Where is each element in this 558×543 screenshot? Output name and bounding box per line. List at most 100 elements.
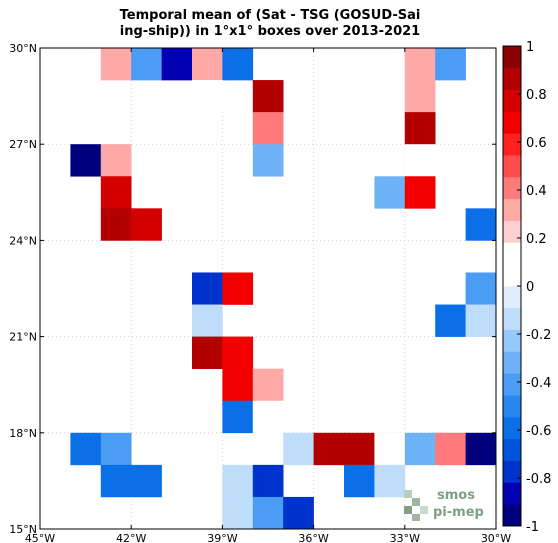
heatmap-cell [100, 144, 132, 177]
y-tick-label: 15°N [9, 523, 37, 536]
colorbar-segment [503, 373, 521, 396]
heatmap-cell [252, 144, 284, 177]
heatmap-cell [313, 432, 345, 466]
heatmap-cell [222, 400, 254, 434]
heatmap-cell [70, 144, 102, 177]
heatmap-cell [252, 464, 284, 498]
heatmap-cell [100, 208, 132, 241]
logo-text-line-2: pi-mep [433, 505, 484, 520]
heatmap-cells [70, 48, 497, 530]
y-tick-label: 21°N [9, 331, 37, 344]
colorbar-segment [503, 307, 521, 331]
heatmap-cell [252, 400, 284, 434]
colorbar-segment [503, 155, 521, 178]
heatmap-cell [283, 432, 314, 466]
axis-ticks: 45°W 42°W 39°W 36°W 33°W 30°W 15°N 18°N 21°N 24°N… [9, 42, 511, 543]
colorbar-segment [503, 438, 521, 461]
colorbar-segment [503, 351, 521, 374]
colorbar-segment [503, 416, 521, 440]
x-tick-label: 42°W [116, 532, 146, 543]
x-tick-label: 33°W [390, 532, 420, 543]
heatmap-cell [404, 144, 436, 177]
colorbar-tick-label: -1 [526, 520, 539, 535]
heatmap-cell [465, 208, 497, 241]
heatmap-cell [100, 432, 132, 466]
heatmap-cell [344, 464, 375, 498]
x-tick-label: 36°W [298, 532, 328, 543]
logo-text-line-1: smos [437, 488, 475, 503]
heatmap-cell [435, 432, 466, 466]
heatmap-cell [192, 48, 223, 81]
colorbar-segment [503, 395, 521, 418]
colorbar-tick-label: -0.4 [526, 376, 551, 391]
colorbar-segment [503, 133, 521, 156]
colorbar: 1 0.8 0.6 0.4 0.2 0 -0.2 -0.4 -0.6 -0.8 -1 [502, 40, 551, 535]
heatmap-cell [435, 304, 466, 337]
heatmap-cell [131, 464, 162, 498]
heatmap-cell [192, 304, 223, 337]
colorbar-tick-label: 0.8 [526, 88, 547, 103]
heatmap-cell [404, 432, 436, 466]
colorbar-segment [503, 89, 521, 112]
colorbar-segment [503, 460, 521, 483]
colorbar-segment [503, 67, 521, 91]
colorbar-segment [503, 329, 521, 352]
heatmap-cell [252, 368, 284, 402]
heatmap-cell [252, 80, 284, 113]
colorbar-segment [503, 242, 521, 265]
heatmap-cell [344, 432, 375, 466]
heatmap-cell [404, 176, 436, 209]
x-tick-label: 39°W [207, 532, 237, 543]
heatmap-cell [222, 272, 254, 305]
heatmap-cell [70, 432, 102, 466]
heatmap-cell [100, 48, 132, 81]
heatmap-cell [252, 496, 284, 530]
heatmap-cell [465, 304, 497, 337]
colorbar-segment [503, 198, 521, 221]
heatmap-cell [161, 48, 193, 81]
heatmap-cell [222, 336, 254, 369]
colorbar-tick-label: 0.2 [526, 232, 547, 247]
colorbar-segment [503, 482, 521, 505]
colorbar-segment [503, 264, 521, 287]
heatmap-cell [283, 496, 314, 530]
x-tick-label: 45°W [25, 532, 55, 543]
colorbar-tick-label: -0.8 [526, 472, 551, 487]
heatmap-cell [252, 112, 284, 145]
chart-title-line-2: ing-ship)) in 1°x1° boxes over 2013-2021 [119, 24, 421, 39]
colorbar-segment [503, 504, 521, 527]
plot-frame [39, 47, 497, 530]
heatmap-cell [465, 432, 497, 466]
colorbar-tick-label: -0.2 [526, 328, 551, 343]
colorbar-segment [503, 220, 521, 243]
heatmap-cell [404, 48, 436, 81]
colorbar-segment [503, 46, 521, 69]
colorbar-tick-label: -0.6 [526, 424, 551, 439]
heatmap-cell [131, 48, 162, 81]
colorbar-tick-label: 0.6 [526, 136, 547, 151]
heatmap-cell [374, 464, 406, 498]
heatmap-cell [222, 368, 254, 402]
heatmap-cell [435, 48, 466, 81]
heatmap-cell [404, 80, 436, 113]
y-tick-label: 18°N [9, 427, 37, 440]
colorbar-tick-label: 0.4 [526, 184, 547, 199]
colorbar-segment [503, 176, 521, 200]
heatmap-cell [222, 496, 254, 530]
heatmap-cell [192, 80, 223, 113]
heatmap-cell [222, 48, 254, 81]
colorbar-tick-label: 0 [526, 280, 534, 295]
smos-pi-mep-logo: smos pi-mep [404, 488, 484, 521]
colorbar-segment [503, 111, 521, 134]
heatmap-cell [222, 464, 254, 498]
heatmap-cell [374, 176, 406, 209]
y-tick-label: 27°N [9, 138, 37, 151]
heatmap-cell [465, 272, 497, 305]
heatmap-cell [100, 464, 132, 498]
logo-mark-icon [404, 490, 428, 521]
chart-title-line-1: Temporal mean of (Sat - TSG (GOSUD-Sai [119, 8, 421, 23]
heatmap-cell [131, 208, 162, 241]
y-tick-label: 30°N [9, 42, 37, 55]
colorbar-segment [503, 286, 521, 309]
